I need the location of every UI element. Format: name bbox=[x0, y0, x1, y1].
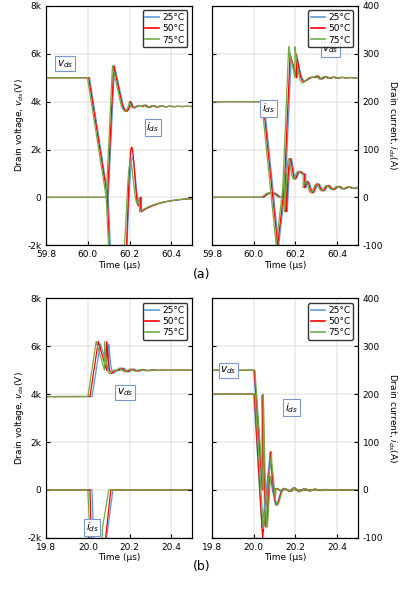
Text: $i_{ds}$: $i_{ds}$ bbox=[284, 401, 297, 415]
Y-axis label: Drain current, $i_{ds}$(A): Drain current, $i_{ds}$(A) bbox=[385, 80, 397, 171]
Text: (b): (b) bbox=[193, 560, 210, 573]
Text: (a): (a) bbox=[193, 268, 210, 281]
Text: $v_{ds}$: $v_{ds}$ bbox=[220, 365, 236, 376]
Text: $v_{ds}$: $v_{ds}$ bbox=[322, 43, 338, 55]
X-axis label: Time (μs): Time (μs) bbox=[263, 261, 305, 269]
Y-axis label: Drain voltage, $v_{ds}$(V): Drain voltage, $v_{ds}$(V) bbox=[13, 371, 26, 465]
Legend: 25°C, 50°C, 75°C: 25°C, 50°C, 75°C bbox=[142, 11, 187, 47]
Text: $v_{ds}$: $v_{ds}$ bbox=[57, 58, 73, 70]
Y-axis label: Drain voltage, $v_{ds}$(V): Drain voltage, $v_{ds}$(V) bbox=[13, 79, 26, 173]
Legend: 25°C, 50°C, 75°C: 25°C, 50°C, 75°C bbox=[308, 303, 352, 340]
Text: $i_{ds}$: $i_{ds}$ bbox=[146, 121, 159, 134]
Text: $v_{ds}$: $v_{ds}$ bbox=[117, 386, 133, 398]
Text: $i_{ds}$: $i_{ds}$ bbox=[261, 101, 274, 115]
X-axis label: Time (μs): Time (μs) bbox=[263, 553, 305, 562]
Legend: 25°C, 50°C, 75°C: 25°C, 50°C, 75°C bbox=[308, 11, 352, 47]
X-axis label: Time (μs): Time (μs) bbox=[98, 553, 140, 562]
Legend: 25°C, 50°C, 75°C: 25°C, 50°C, 75°C bbox=[142, 303, 187, 340]
Y-axis label: Drain current, $i_{ds}$(A): Drain current, $i_{ds}$(A) bbox=[385, 373, 397, 463]
X-axis label: Time (μs): Time (μs) bbox=[98, 261, 140, 269]
Text: $i_{ds}$: $i_{ds}$ bbox=[85, 521, 99, 534]
